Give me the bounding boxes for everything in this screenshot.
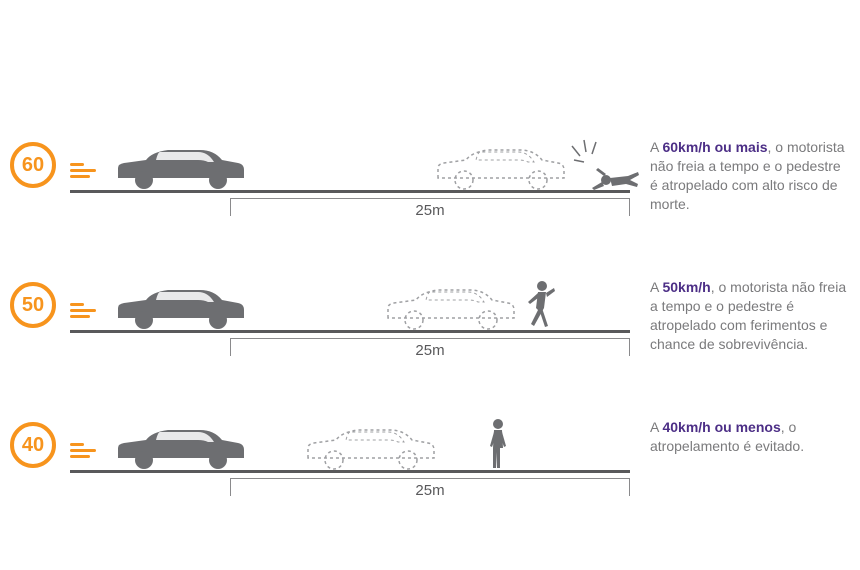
pedestrian-icon — [570, 138, 640, 197]
desc-prefix: A — [650, 419, 662, 435]
road-line — [70, 470, 630, 473]
scenario-description: A 40km/h ou menos, o atropelamento é evi… — [650, 418, 850, 456]
motion-lines-icon — [70, 160, 96, 181]
scenario-description: A 60km/h ou mais, o motorista não freia … — [650, 138, 850, 214]
car-stop-icon — [300, 424, 440, 470]
car-start-icon — [110, 144, 250, 190]
speed-sign: 50 — [10, 282, 56, 328]
motion-lines-icon — [70, 440, 96, 461]
scenario-40: 40 25m A 40km/h ou menos, o atropelamento… — [10, 400, 850, 520]
car-stop-icon — [430, 144, 570, 190]
desc-speed-bold: 40km/h ou menos — [662, 419, 780, 435]
scenario-60: 60 25m A 60km/h ou mais, o motorista não … — [10, 120, 850, 240]
scenario-50: 50 25m A 50km/h, o motorista não freia a … — [10, 260, 850, 380]
speed-sign: 60 — [10, 142, 56, 188]
motion-lines-icon — [70, 300, 96, 321]
distance-label: 25m — [230, 202, 630, 219]
desc-speed-bold: 60km/h ou mais — [662, 139, 767, 155]
desc-prefix: A — [650, 139, 662, 155]
road-line — [70, 330, 630, 333]
road-line — [70, 190, 630, 193]
pedestrian-icon — [520, 278, 556, 337]
distance-label: 25m — [230, 482, 630, 499]
speed-sign: 40 — [10, 422, 56, 468]
car-stop-icon — [380, 284, 520, 330]
pedestrian-icon — [485, 418, 511, 477]
car-start-icon — [110, 424, 250, 470]
scenario-description: A 50km/h, o motorista não freia a tempo … — [650, 278, 850, 354]
distance-label: 25m — [230, 342, 630, 359]
desc-prefix: A — [650, 279, 662, 295]
desc-speed-bold: 50km/h — [662, 279, 710, 295]
car-start-icon — [110, 284, 250, 330]
